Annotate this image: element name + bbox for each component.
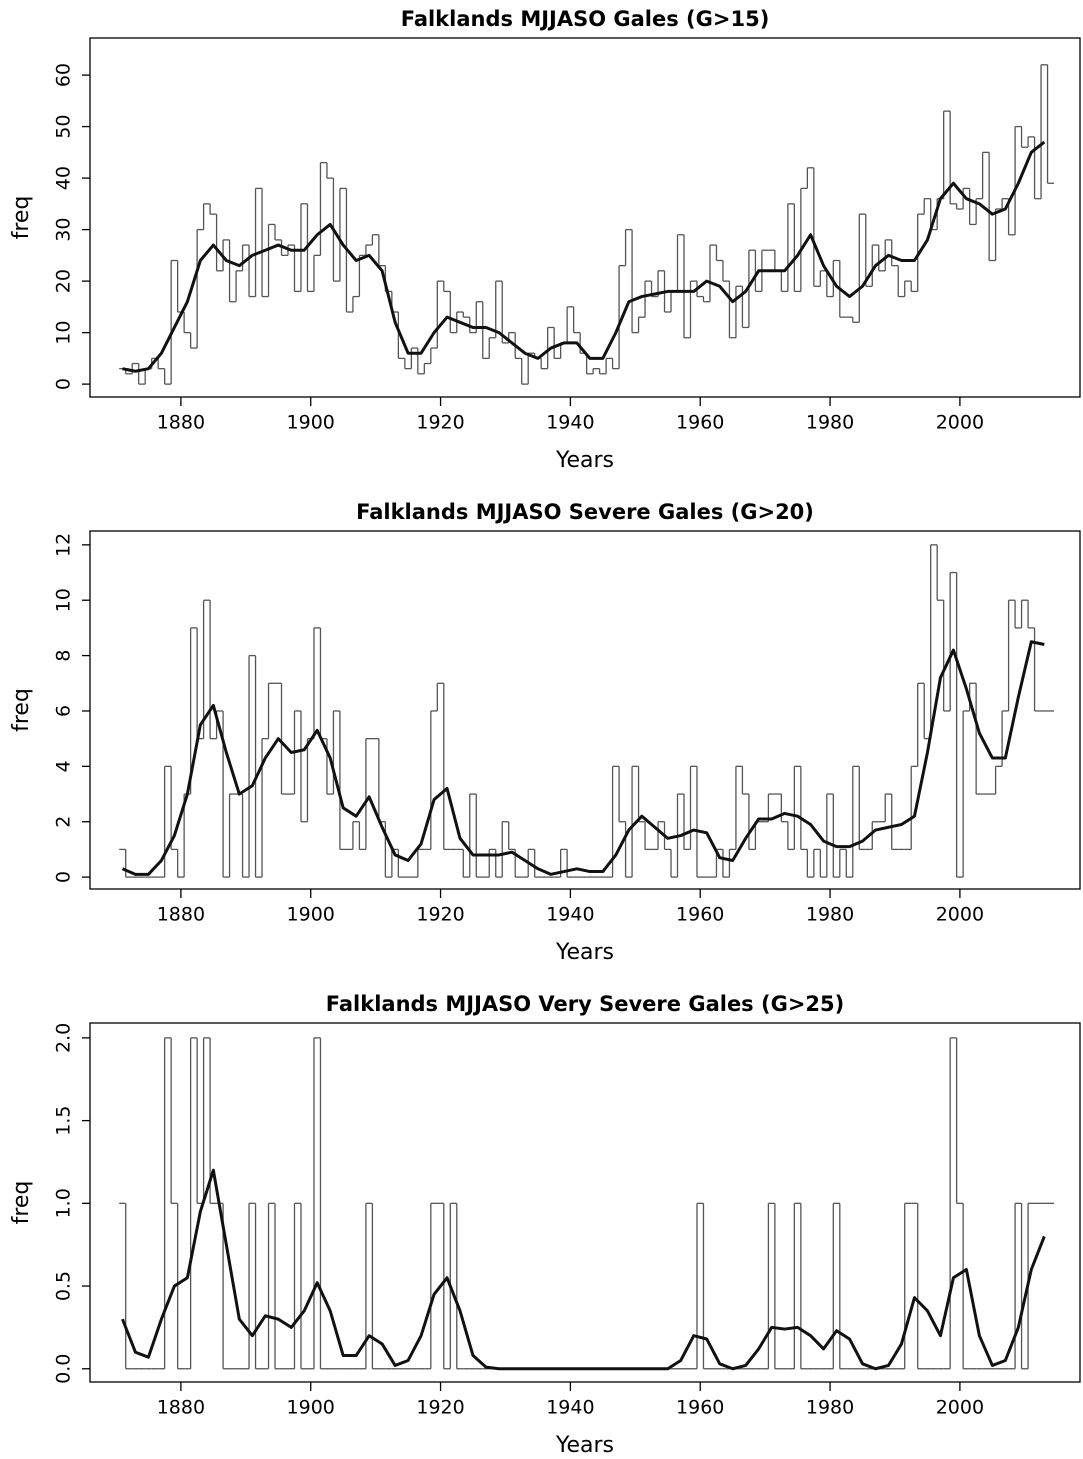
x-tick-label: 1960 — [676, 412, 724, 434]
y-tick-label: 0.5 — [53, 1271, 75, 1301]
x-tick-label: 1960 — [676, 904, 724, 926]
x-tick-label: 1920 — [416, 904, 464, 926]
x-tick-label: 1920 — [416, 1397, 464, 1419]
x-tick-label: 2000 — [936, 412, 984, 434]
smooth-line — [121, 640, 1045, 876]
y-tick-label: 1.5 — [53, 1105, 75, 1135]
x-tick-label: 1940 — [546, 412, 594, 434]
x-tick-label: 1920 — [416, 412, 464, 434]
plot-frame — [89, 1022, 1081, 1383]
chart-title: Falklands MJJASO Very Severe Gales (G>25… — [326, 992, 845, 1016]
x-tick-label: 2000 — [936, 904, 984, 926]
x-tick-label: 1980 — [806, 904, 854, 926]
x-tick-label: 2000 — [936, 1397, 984, 1419]
y-tick-label: 10 — [53, 588, 75, 612]
smooth-line — [121, 1168, 1046, 1371]
y-axis-label: freq — [9, 1181, 34, 1225]
y-tick-label: 0 — [53, 871, 75, 883]
y-tick-label: 1.0 — [53, 1188, 75, 1218]
x-tick-label: 1940 — [546, 904, 594, 926]
x-tick-label: 1980 — [806, 1397, 854, 1419]
x-tick-label: 1940 — [546, 1397, 594, 1419]
x-tick-label: 1900 — [287, 1397, 335, 1419]
y-tick-label: 10 — [53, 321, 75, 345]
x-tick-label: 1980 — [806, 412, 854, 434]
smooth-line — [122, 140, 1046, 373]
chart-title: Falklands MJJASO Gales (G>15) — [401, 7, 770, 31]
x-axis-label: Years — [555, 448, 614, 473]
x-tick-label: 1880 — [157, 904, 205, 926]
plot-frame — [89, 530, 1081, 890]
y-tick-label: 50 — [53, 114, 75, 138]
y-tick-label: 0.0 — [53, 1354, 75, 1384]
y-tick-label: 6 — [53, 705, 75, 717]
y-tick-label: 2 — [53, 816, 75, 828]
y-tick-label: 2.0 — [53, 1023, 75, 1053]
y-tick-label: 20 — [53, 269, 75, 293]
x-tick-label: 1880 — [157, 412, 205, 434]
x-tick-label: 1880 — [157, 1397, 205, 1419]
y-tick-label: 12 — [53, 533, 75, 557]
y-tick-label: 0 — [53, 378, 75, 390]
y-tick-label: 30 — [53, 218, 75, 242]
y-tick-label: 60 — [53, 63, 75, 87]
x-tick-label: 1960 — [676, 1397, 724, 1419]
y-axis-label: freq — [9, 196, 34, 240]
x-tick-label: 1900 — [287, 904, 335, 926]
y-tick-label: 40 — [53, 166, 75, 190]
y-axis-label: freq — [9, 688, 34, 732]
x-tick-label: 1900 — [287, 412, 335, 434]
y-tick-label: 4 — [53, 760, 75, 772]
x-axis-label: Years — [555, 1433, 614, 1458]
y-tick-label: 8 — [53, 650, 75, 662]
plot-frame — [89, 37, 1081, 398]
x-axis-label: Years — [555, 940, 614, 965]
chart-title: Falklands MJJASO Severe Gales (G>20) — [356, 500, 814, 524]
